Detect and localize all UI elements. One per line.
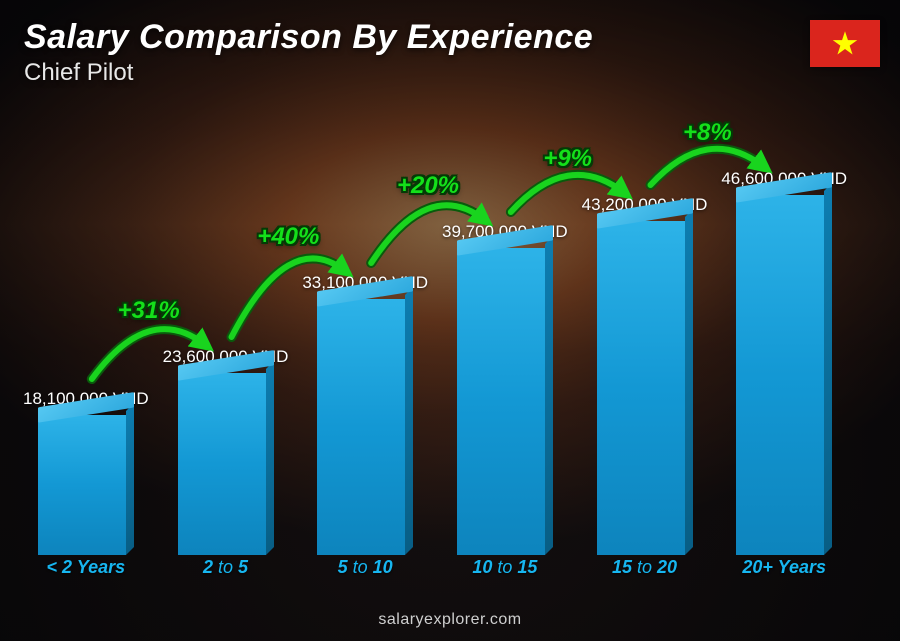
increase-pct-label: +8% [683,119,732,147]
x-axis-label: 15 to 20 [577,557,713,583]
bar [317,299,413,555]
bar-slot: 18,100,000 VND [18,110,154,555]
bar [457,248,553,555]
x-axis-label: < 2 Years [18,557,154,583]
increase-pct-label: +40% [257,223,319,251]
increase-pct-label: +9% [543,145,592,173]
bar-slot: 43,200,000 VND [577,110,713,555]
x-axis-label: 20+ Years [716,557,852,583]
page-title: Salary Comparison By Experience [24,18,800,57]
country-flag-vietnam [810,20,880,67]
star-icon [830,29,860,59]
increase-pct-label: +20% [397,172,459,200]
x-labels: < 2 Years2 to 55 to 1010 to 1515 to 2020… [10,557,860,583]
salary-chart: 18,100,000 VND23,600,000 VND33,100,000 V… [10,110,860,583]
increase-pct-label: +31% [118,297,180,325]
header: Salary Comparison By Experience Chief Pi… [24,18,800,87]
bar [38,415,134,555]
bar [736,195,832,555]
bar [178,373,274,555]
x-axis-label: 2 to 5 [158,557,294,583]
bar-slot: 46,600,000 VND [716,110,852,555]
bar [597,221,693,555]
page-subtitle: Chief Pilot [24,59,800,87]
bar-slot: 23,600,000 VND [158,110,294,555]
x-axis-label: 10 to 15 [437,557,573,583]
footer-attribution: salaryexplorer.com [0,611,900,629]
x-axis-label: 5 to 10 [297,557,433,583]
